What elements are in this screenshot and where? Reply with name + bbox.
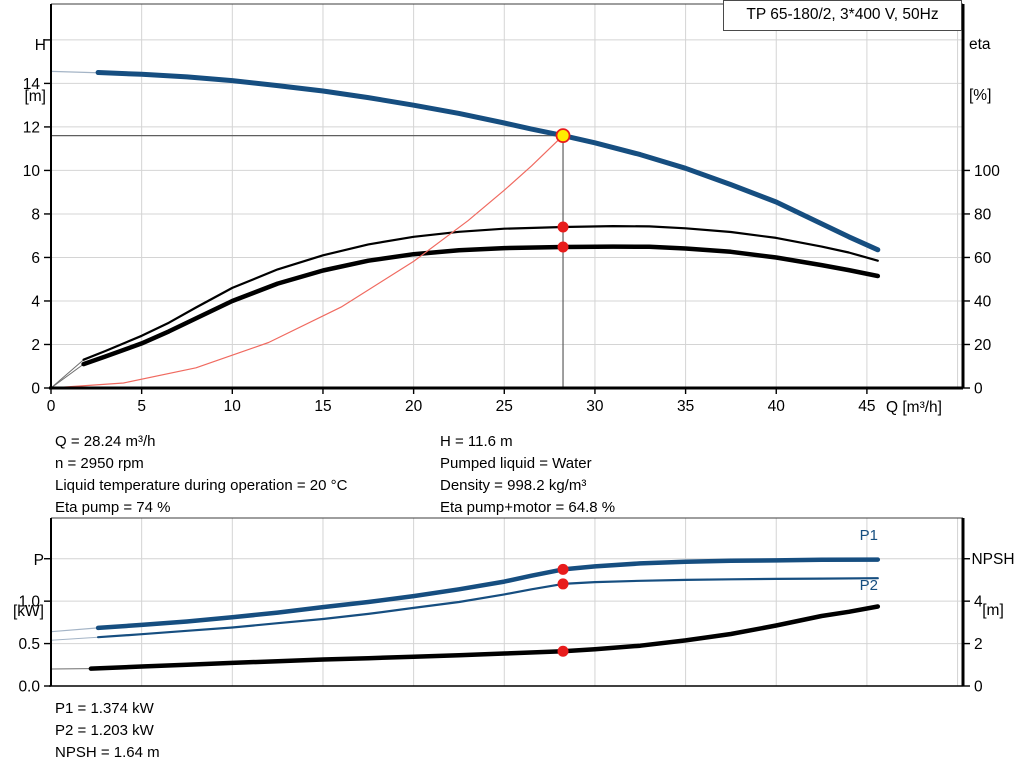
duty-point-marker [555, 128, 571, 144]
p1-curve-label: P1 [860, 527, 878, 544]
tick-label: 45 [858, 398, 875, 415]
info-line: Eta pump = 74 % [55, 499, 171, 516]
eta-pump-duty-dot [557, 221, 569, 233]
p2-curve [96, 577, 879, 639]
p2-duty-dot [557, 578, 569, 590]
tick-label: 0 [47, 398, 56, 415]
tick-label: 0 [31, 381, 40, 398]
tick-label: 100 [974, 163, 1000, 180]
info-line: Pumped liquid = Water [440, 455, 592, 472]
tick-label: 35 [677, 398, 694, 415]
tick-label: 2 [974, 636, 983, 653]
eta-pump-motor-curve-ext [50, 363, 85, 389]
info-line: H = 11.6 m [440, 433, 513, 450]
tick-label: 0 [974, 679, 983, 696]
tick-label: 60 [974, 250, 992, 267]
npsh-curve [88, 604, 881, 671]
p1-curve [95, 557, 881, 631]
info-line: n = 2950 rpm [55, 455, 144, 472]
tick-label: 25 [496, 398, 513, 415]
p-axis-label: P [kW] [13, 552, 44, 620]
tick-label: 8 [31, 206, 40, 223]
info-line: Liquid temperature during operation = 20… [55, 477, 348, 494]
tick-label: 0 [974, 381, 983, 398]
curve-title-box: TP 65-180/2, 3*400 V, 50Hz [723, 0, 962, 31]
info-line: P2 = 1.203 kW [55, 722, 154, 739]
tick-label: 15 [314, 398, 331, 415]
p1-curve-ext [50, 627, 99, 633]
h-axis-label: H [m] [24, 37, 46, 105]
info-line: NPSH = 1.64 m [55, 744, 160, 761]
hq-curve [95, 70, 881, 253]
tick-label: 12 [23, 119, 40, 136]
p1-duty-dot [557, 563, 569, 575]
info-line: Density = 998.2 kg/m³ [440, 477, 587, 494]
eta-pump-motor-curve [81, 244, 881, 367]
power-info: P1 = 1.374 kW P2 = 1.203 kW NPSH = 1.64 … [55, 698, 160, 764]
p2-curve-label: P2 [860, 577, 878, 594]
tick-label: 0.5 [18, 636, 40, 653]
eta-pump-curve-ext [50, 359, 85, 389]
tick-label: 0.0 [18, 679, 40, 696]
npsh-axis-label: NPSH [m] [971, 551, 1015, 619]
tick-label: 1.0 [18, 594, 40, 611]
duty-info-left: Q = 28.24 m³/h n = 2950 rpm Liquid tempe… [55, 431, 347, 519]
tick-label: 40 [974, 293, 992, 310]
tick-label: 10 [224, 398, 242, 415]
duty-info-right: H = 11.6 m Pumped liquid = Water Density… [440, 431, 615, 519]
q-axis-label: Q [m³/h] [886, 399, 942, 416]
tick-label: 6 [31, 250, 40, 267]
system-curve [50, 135, 564, 389]
eta-axis-label: eta [%] [969, 36, 992, 104]
tick-label: 5 [137, 398, 146, 415]
tick-label: 40 [768, 398, 786, 415]
tick-label: 14 [23, 76, 41, 93]
info-line: Eta pump+motor = 64.8 % [440, 499, 616, 516]
p2-curve-ext [50, 636, 99, 641]
tick-label: 30 [586, 398, 604, 415]
eta-pump-curve [82, 225, 879, 361]
info-line: Q = 28.24 m³/h [55, 433, 156, 450]
tick-label: 20 [974, 337, 992, 354]
tick-label: 2 [31, 337, 40, 354]
eta-pump-motor-duty-dot [557, 241, 569, 253]
tick-label: 80 [974, 206, 992, 223]
tick-label: 4 [974, 594, 983, 611]
npsh-duty-dot [557, 645, 569, 657]
tick-label: 4 [31, 293, 40, 310]
info-line: P1 = 1.374 kW [55, 700, 154, 717]
tick-label: 20 [405, 398, 423, 415]
tick-label: 10 [23, 163, 41, 180]
